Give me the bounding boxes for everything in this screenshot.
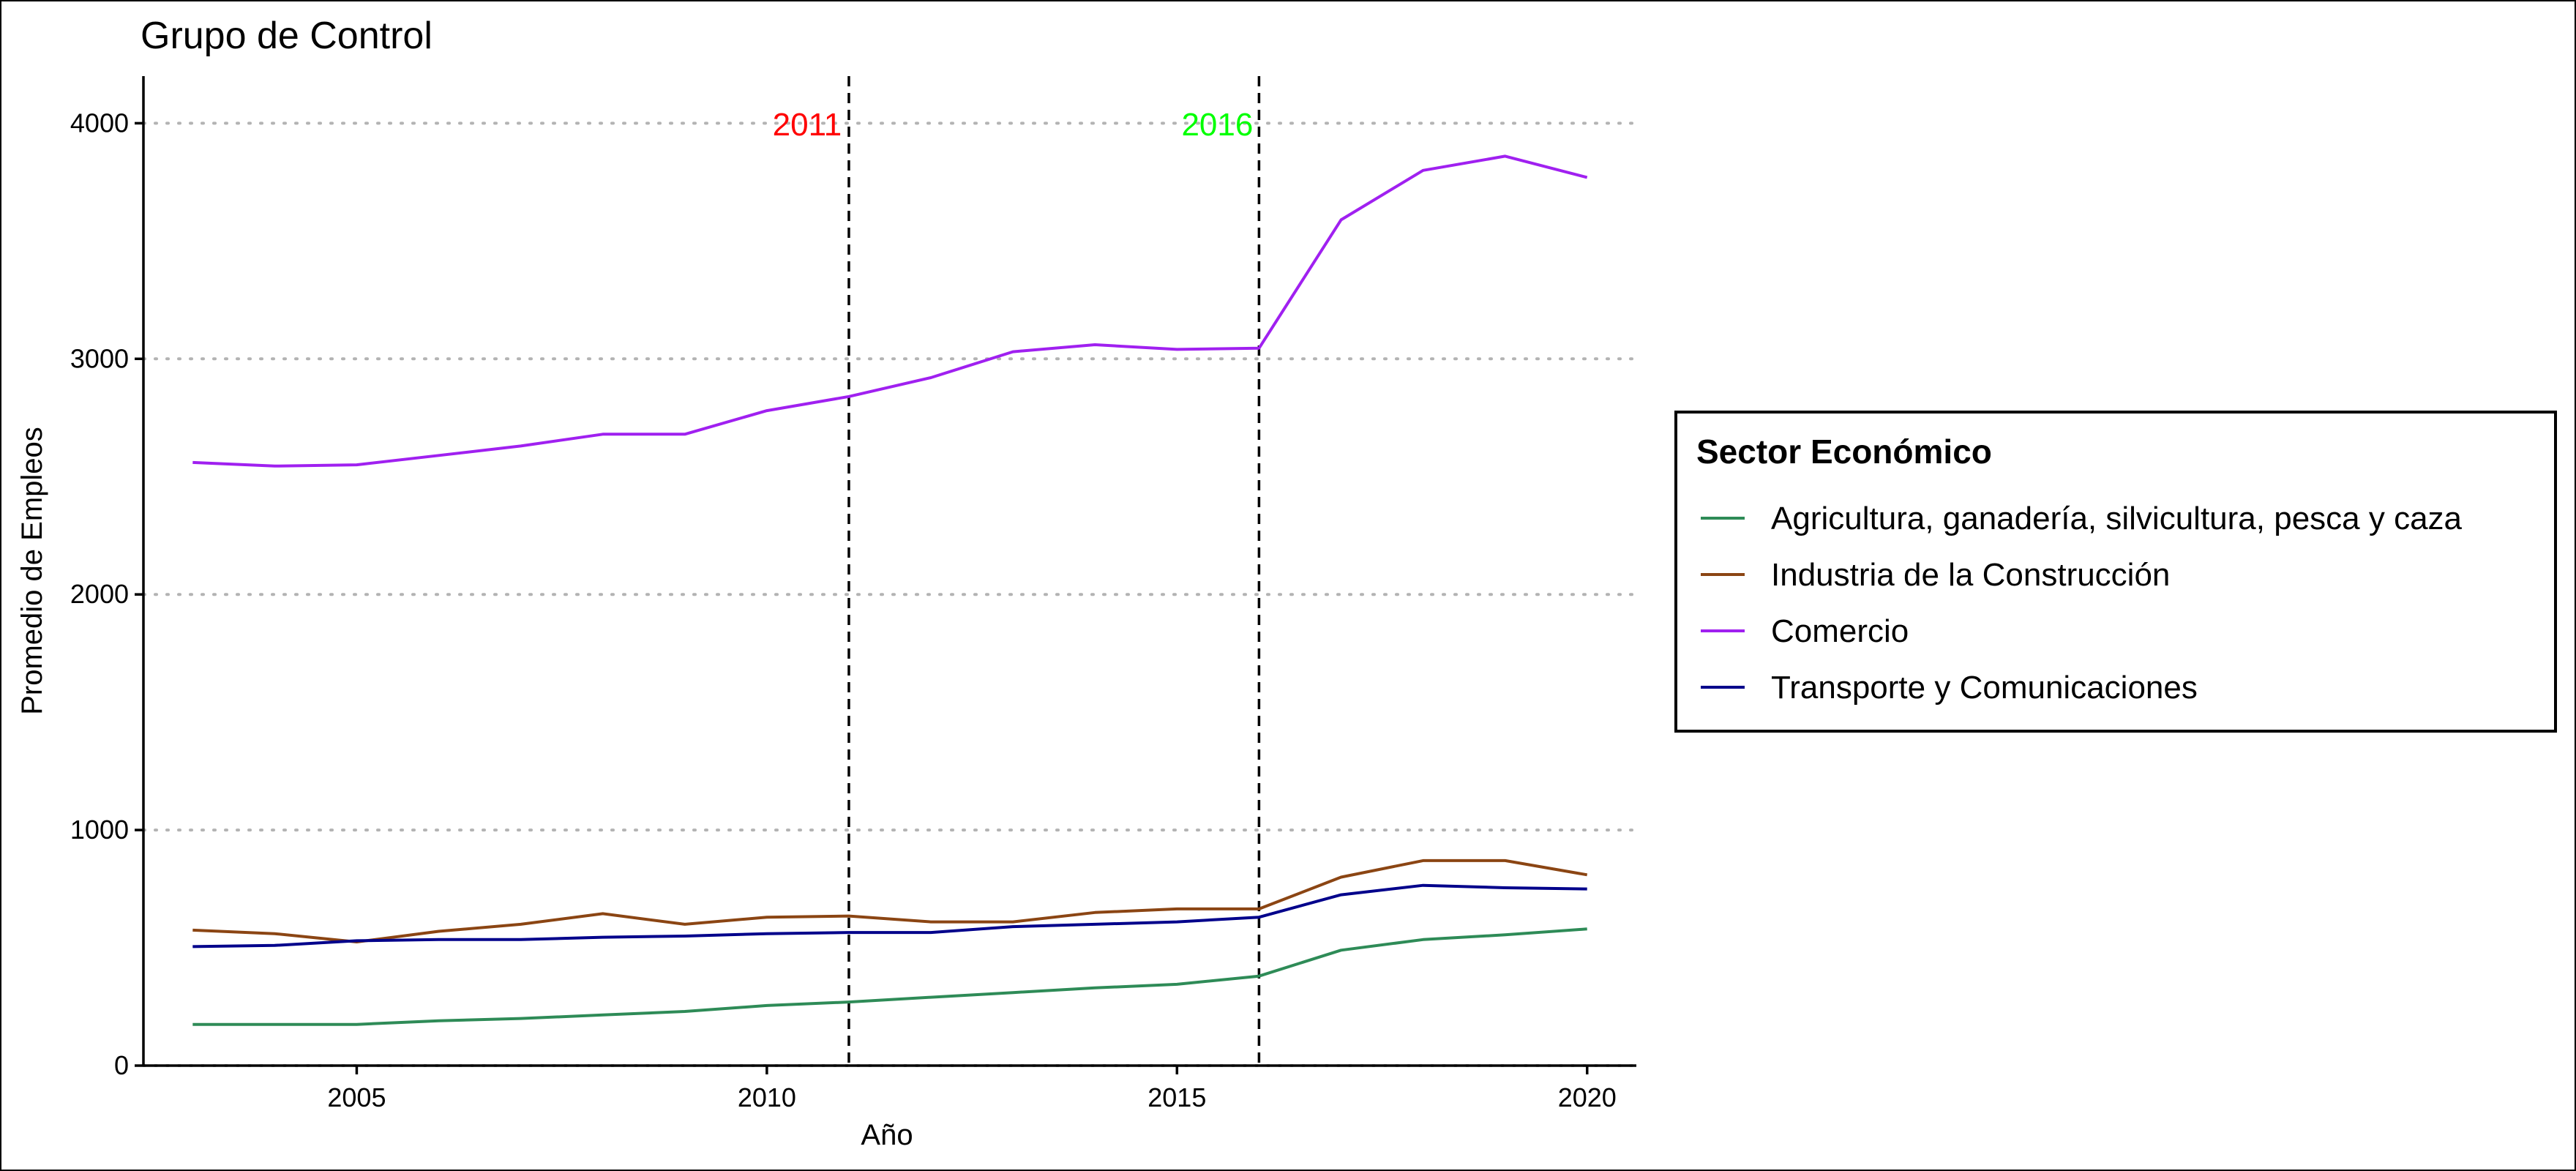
chart-title: Grupo de Control xyxy=(141,15,433,57)
y-tick-label-4000: 4000 xyxy=(70,108,129,138)
x-tick-label-2005: 2005 xyxy=(327,1082,386,1112)
legend-label-3: Comercio xyxy=(1771,613,1909,649)
legend-label-1: Agricultura, ganadería, silvicultura, pe… xyxy=(1771,501,2463,536)
legend-label-4: Transporte y Comunicaciones xyxy=(1771,670,2198,706)
y-axis-title: Promedio de Empleos xyxy=(16,427,48,715)
x-axis-title: Año xyxy=(861,1119,913,1151)
x-tick-label-2015: 2015 xyxy=(1147,1082,1206,1112)
series-line-1 xyxy=(192,927,1587,1026)
legend-label-2: Industria de la Construcción xyxy=(1771,557,2170,593)
legend-box xyxy=(1674,411,2557,733)
reference-lines: 2011 2016 xyxy=(773,76,1261,1066)
series-line-3 xyxy=(192,154,1588,468)
y-tick-label-1000: 1000 xyxy=(70,815,129,845)
legend-items: Agricultura, ganadería, silvicultura, pe… xyxy=(1701,501,2463,706)
series-line-2 xyxy=(192,858,1588,943)
series-line-4 xyxy=(192,883,1587,949)
axes: 0 1000 2000 3000 4000 2005 2010 2015 2020 xyxy=(70,76,1636,1112)
y-tick-label-2000: 2000 xyxy=(70,579,129,609)
vline-label-2016: 2016 xyxy=(1181,107,1253,143)
legend-title: Sector Económico xyxy=(1696,433,1992,471)
x-tick-label-2020: 2020 xyxy=(1558,1082,1617,1112)
y-tick-label-3000: 3000 xyxy=(70,343,129,373)
legend: Sector Económico Agricultura, ganadería,… xyxy=(1674,411,2557,733)
grid-lines xyxy=(142,121,1638,1067)
vline-label-2011: 2011 xyxy=(773,107,842,143)
series-lines xyxy=(192,154,1588,1026)
y-tick-label-0: 0 xyxy=(114,1050,129,1080)
x-tick-label-2010: 2010 xyxy=(738,1082,796,1112)
